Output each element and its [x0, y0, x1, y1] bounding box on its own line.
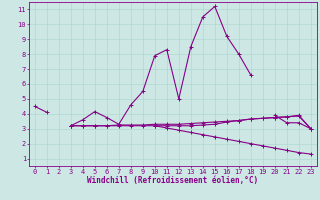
X-axis label: Windchill (Refroidissement éolien,°C): Windchill (Refroidissement éolien,°C)	[87, 176, 258, 185]
